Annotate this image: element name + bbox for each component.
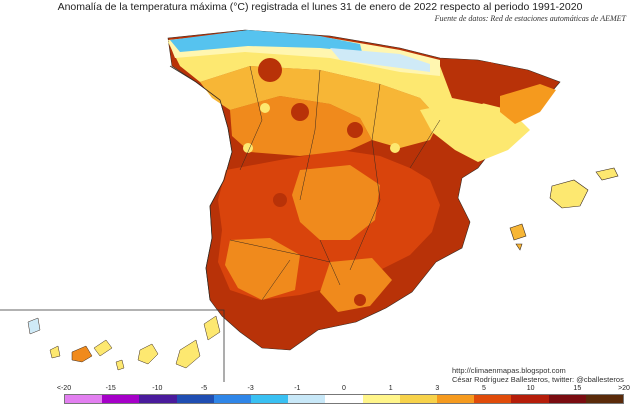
- legend-ticks: <-20 -15 -10 -5 -3 -1 0 1 3 5 10 15 >20: [0, 385, 640, 395]
- region-orange-south: [225, 238, 300, 300]
- legend-tick-label: -15: [105, 385, 116, 392]
- map-title: Anomalía de la temperatura máxima (°C) r…: [57, 1, 583, 13]
- legend-swatch: [474, 395, 512, 403]
- legend-tick-label: 15: [573, 385, 582, 392]
- formentera-island: [515, 243, 523, 251]
- region-orange-southeast: [320, 258, 392, 312]
- legend-swatch: [213, 395, 252, 403]
- portugal-border: [169, 65, 233, 301]
- legend-tick-label: -10: [152, 385, 163, 392]
- hot-spot: [291, 103, 309, 121]
- region-pale-blue-coast: [330, 48, 430, 72]
- ibiza-island: [509, 223, 527, 241]
- cool-spot: [390, 143, 400, 153]
- legend-bar: [64, 394, 624, 404]
- legend-tick-label: 10: [526, 385, 535, 392]
- legend-swatch: [102, 395, 140, 403]
- hot-spot: [258, 58, 282, 82]
- legend-swatch: [585, 395, 624, 403]
- canary-island: [175, 339, 201, 369]
- cool-spot: [260, 103, 270, 113]
- region-orange-catalonia: [500, 84, 556, 124]
- canary-island: [27, 317, 41, 335]
- legend-swatch: [399, 395, 438, 403]
- legend-tick-label: 1: [388, 385, 393, 392]
- mallorca-island: [549, 179, 589, 209]
- legend-tick-label: 0: [342, 385, 346, 392]
- legend-swatch: [65, 395, 103, 403]
- canary-island: [49, 345, 61, 359]
- canary-island: [203, 315, 221, 341]
- province-borders: [229, 65, 441, 301]
- region-amber-north: [200, 66, 440, 148]
- data-source: Fuente de datos: Red de estaciones autom…: [434, 14, 626, 23]
- legend-swatch: [251, 395, 289, 403]
- cool-spot: [243, 143, 253, 153]
- hot-spot: [347, 122, 363, 138]
- legend-swatch: [176, 395, 214, 403]
- legend-swatch: [325, 395, 363, 403]
- credit-author: César Rodríguez Ballesteros, twitter: @c…: [452, 375, 624, 384]
- legend-swatch: [288, 395, 326, 403]
- credit-url: http://climaenmapas.blogspot.com: [452, 366, 566, 375]
- legend-tick-label: >20: [618, 385, 630, 392]
- region-orange-center: [292, 165, 380, 240]
- hot-spot: [354, 294, 366, 306]
- legend-tick-label: -1: [294, 385, 301, 392]
- canary-island: [71, 345, 93, 363]
- legend-swatch: [437, 395, 475, 403]
- legend-tick-label: -3: [247, 385, 254, 392]
- legend-tick-label: -5: [200, 385, 208, 392]
- canary-island: [93, 339, 113, 357]
- legend-swatch: [511, 395, 549, 403]
- legend-tick-label: 3: [435, 385, 440, 392]
- canary-inset-frame: [0, 309, 225, 382]
- legend-swatch: [139, 395, 177, 403]
- menorca-island: [595, 167, 619, 181]
- region-yellow-ebro: [420, 100, 530, 162]
- legend-swatch: [548, 395, 586, 403]
- canary-island: [115, 359, 125, 371]
- hot-spot: [273, 193, 287, 207]
- legend-tick-label: 5: [482, 385, 486, 392]
- legend-tick-label: <-20: [56, 385, 72, 392]
- legend-swatch: [362, 395, 400, 403]
- region-light-blue-coast: [170, 30, 362, 52]
- canary-island: [137, 343, 159, 365]
- region-yellow-north: [168, 36, 470, 120]
- region-red-northeast: [440, 62, 520, 104]
